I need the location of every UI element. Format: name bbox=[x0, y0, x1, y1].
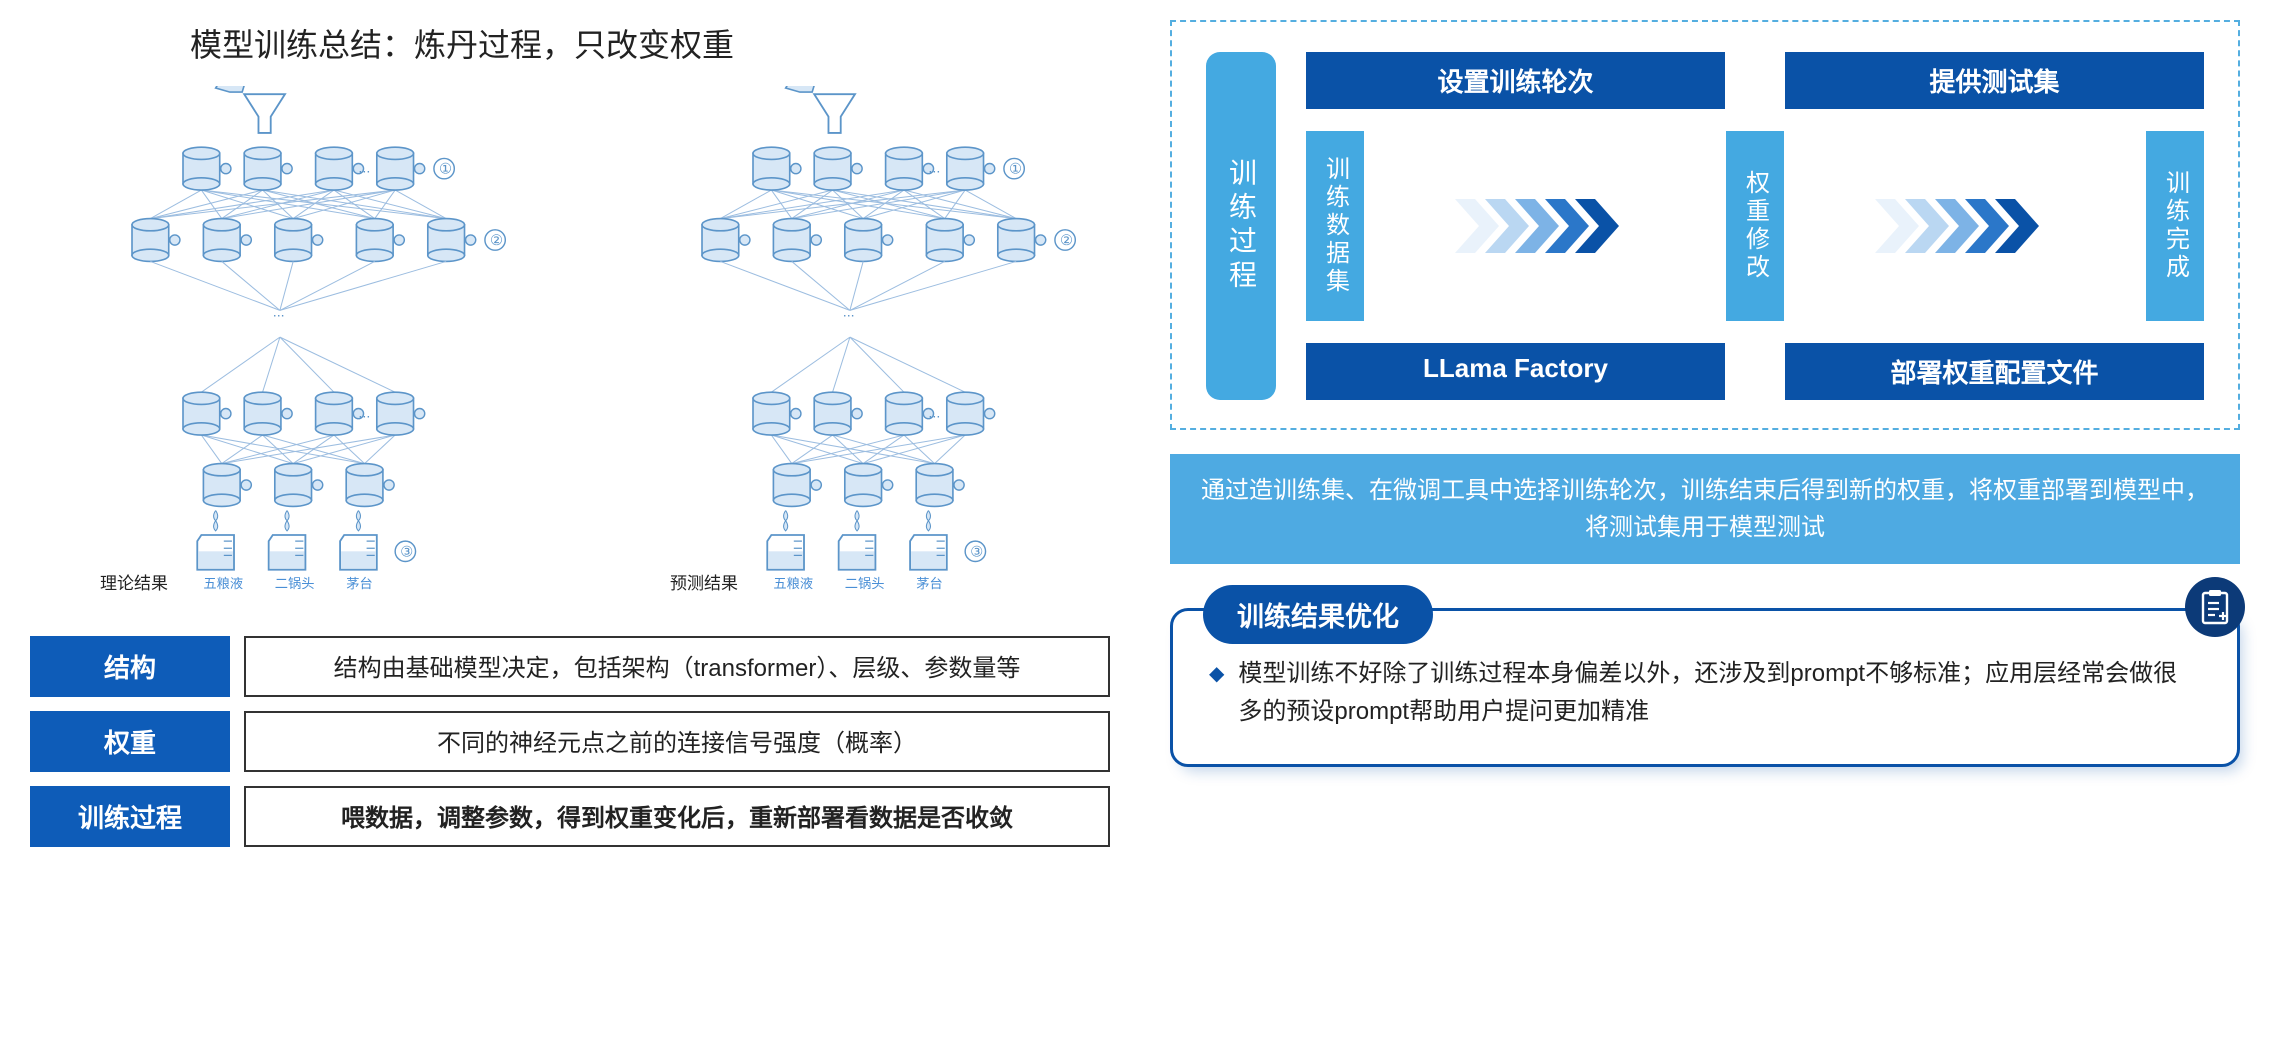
network-right-top: ... ① ②... bbox=[600, 86, 1110, 321]
clipboard-icon bbox=[2185, 577, 2245, 637]
summary-bar: 通过造训练集、在微调工具中选择训练轮次，训练结束后得到新的权重，将权重部署到模型… bbox=[1170, 454, 2240, 564]
network-row-bottom: 理论结果 ... 五粮液 二锅头 茅台 ③ 预测结果 ... 五粮液 二锅头 茅台 ③ bbox=[30, 331, 1110, 606]
svg-text:五粮液: 五粮液 bbox=[203, 576, 243, 591]
pill-bot-right: 部署权重配置文件 bbox=[1785, 343, 2204, 400]
optimization-body: ◆ 模型训练不好除了训练过程本身偏差以外，还涉及到prompt不够标准；应用层经… bbox=[1209, 655, 2201, 729]
process-step: 训练完成 bbox=[2146, 131, 2204, 321]
pill-top-right: 提供测试集 bbox=[1785, 52, 2204, 109]
svg-text:①: ① bbox=[1009, 162, 1022, 178]
svg-text:①: ① bbox=[439, 162, 452, 178]
process-panel: 训练过程 设置训练轮次 提供测试集 训练数据集 权重修改 训练完成 LLama Fa… bbox=[1170, 20, 2240, 430]
svg-text:...: ... bbox=[358, 161, 370, 177]
process-side-label: 训练过程 bbox=[1206, 52, 1276, 400]
svg-text:...: ... bbox=[928, 405, 940, 421]
result-label-right: 预测结果 bbox=[670, 569, 738, 594]
optimization-panel: 训练结果优化 ◆ 模型训练不好除了训练过程本身偏差以外，还涉及到prompt不够… bbox=[1170, 608, 2240, 766]
chevron-arrow-icon bbox=[1382, 191, 1708, 261]
svg-text:...: ... bbox=[273, 305, 285, 321]
bullet-icon: ◆ bbox=[1209, 659, 1224, 729]
def-body: 不同的神经元点之前的连接信号强度（概率） bbox=[244, 711, 1110, 772]
def-body: 喂数据，调整参数，得到权重变化后，重新部署看数据是否收敛 bbox=[244, 786, 1110, 847]
process-step: 训练数据集 bbox=[1306, 131, 1364, 321]
result-label-left: 理论结果 bbox=[100, 569, 168, 594]
process-grid: 设置训练轮次 提供测试集 训练数据集 权重修改 训练完成 LLama Factory… bbox=[1306, 52, 2204, 400]
def-row: 权重不同的神经元点之前的连接信号强度（概率） bbox=[30, 711, 1110, 772]
svg-text:二锅头: 二锅头 bbox=[275, 576, 315, 591]
svg-text:②: ② bbox=[1060, 233, 1073, 249]
network-left-top: ... ① ②... bbox=[30, 86, 540, 321]
svg-text:茅台: 茅台 bbox=[346, 576, 373, 591]
svg-text:茅台: 茅台 bbox=[916, 576, 943, 591]
svg-text:③: ③ bbox=[970, 544, 983, 560]
optimization-text: 模型训练不好除了训练过程本身偏差以外，还涉及到prompt不够标准；应用层经常会… bbox=[1238, 655, 2201, 729]
network-left-bottom: 理论结果 ... 五粮液 二锅头 茅台 ③ bbox=[30, 331, 540, 606]
def-label: 结构 bbox=[30, 636, 230, 697]
def-label: 权重 bbox=[30, 711, 230, 772]
svg-text:②: ② bbox=[490, 233, 503, 249]
svg-text:...: ... bbox=[358, 405, 370, 421]
page-title: 模型训练总结：炼丹过程，只改变权重 bbox=[190, 20, 1110, 66]
def-label: 训练过程 bbox=[30, 786, 230, 847]
chevron-arrow-icon bbox=[1802, 191, 2128, 261]
network-row-top: ... ① ②... ... ① ②... bbox=[30, 86, 1110, 321]
optimization-title: 训练结果优化 bbox=[1203, 585, 1433, 644]
process-step: 权重修改 bbox=[1726, 131, 1784, 321]
def-row: 结构结构由基础模型决定，包括架构（transformer）、层级、参数量等 bbox=[30, 636, 1110, 697]
definition-table: 结构结构由基础模型决定，包括架构（transformer）、层级、参数量等权重不… bbox=[30, 636, 1110, 847]
svg-text:二锅头: 二锅头 bbox=[845, 576, 885, 591]
svg-text:...: ... bbox=[928, 161, 940, 177]
process-flow: 训练数据集 权重修改 训练完成 bbox=[1306, 127, 2204, 325]
svg-text:③: ③ bbox=[400, 544, 413, 560]
svg-text:五粮液: 五粮液 bbox=[773, 576, 813, 591]
pill-top-left: 设置训练轮次 bbox=[1306, 52, 1725, 109]
def-row: 训练过程喂数据，调整参数，得到权重变化后，重新部署看数据是否收敛 bbox=[30, 786, 1110, 847]
svg-text:...: ... bbox=[843, 305, 855, 321]
network-right-bottom: 预测结果 ... 五粮液 二锅头 茅台 ③ bbox=[600, 331, 1110, 606]
def-body: 结构由基础模型决定，包括架构（transformer）、层级、参数量等 bbox=[244, 636, 1110, 697]
pill-bot-left: LLama Factory bbox=[1306, 343, 1725, 400]
